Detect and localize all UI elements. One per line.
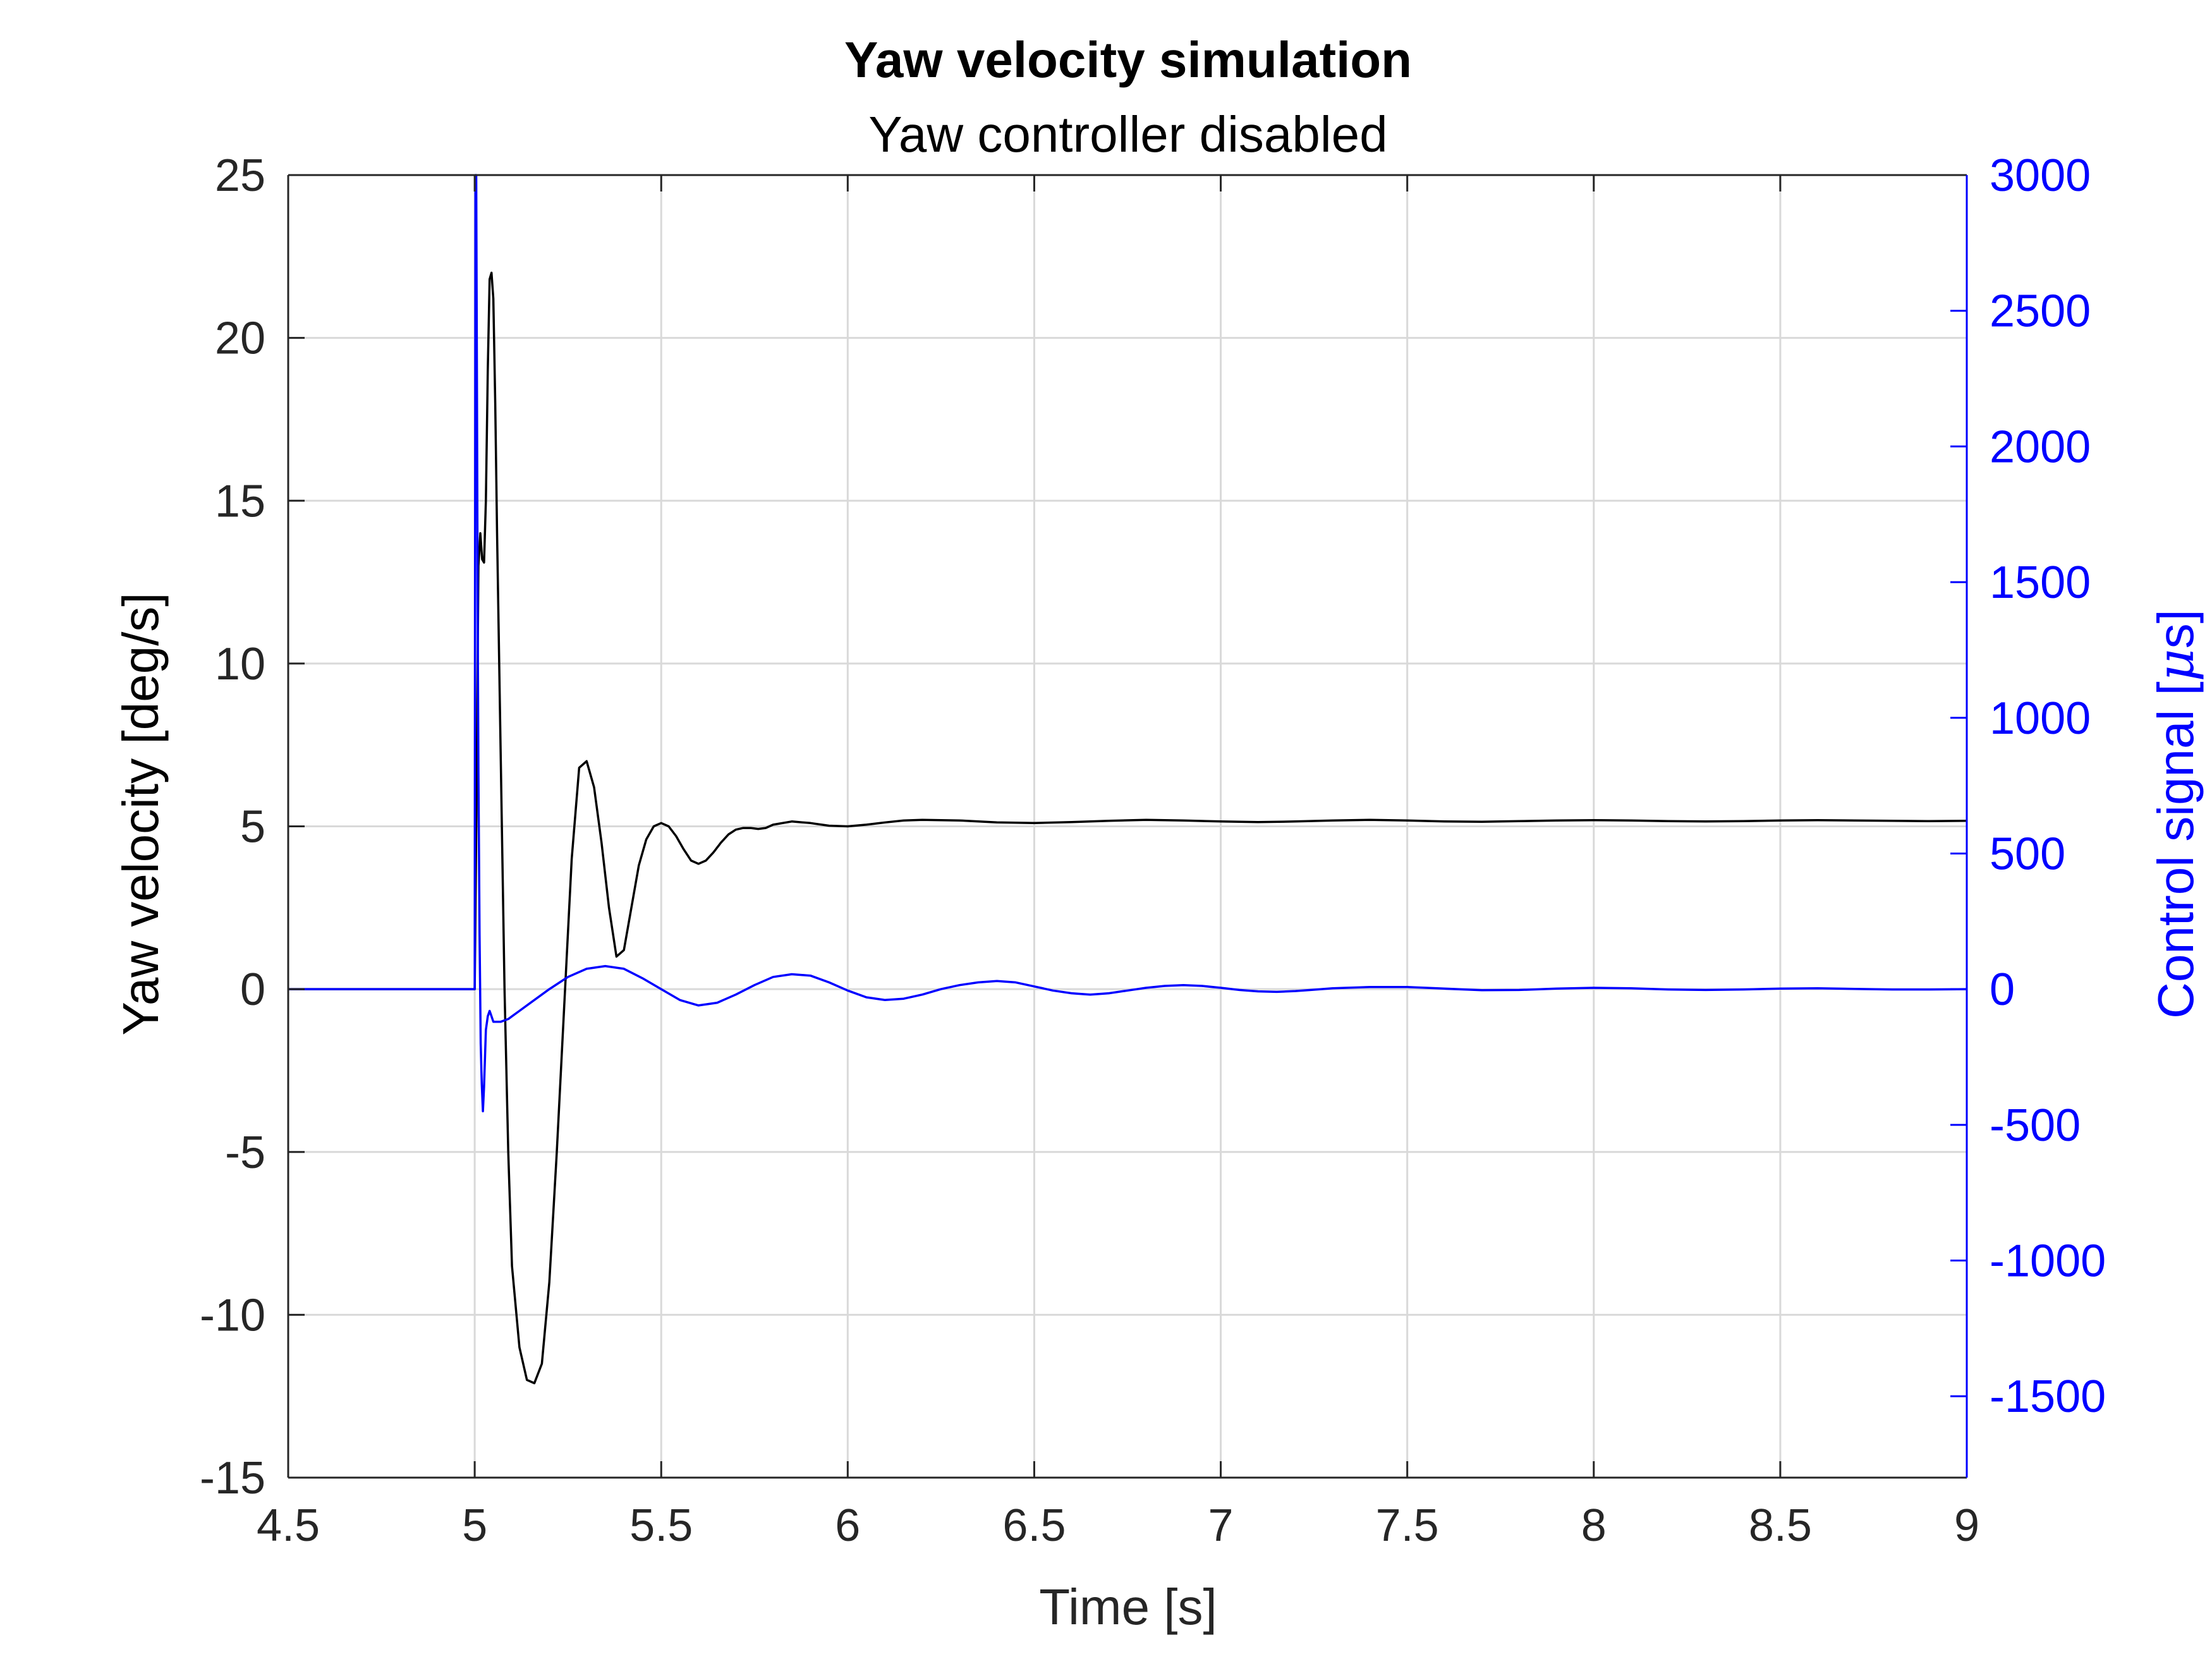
y-left-tick-label: -5 [225, 1127, 265, 1178]
x-tick-label: 4.5 [257, 1500, 320, 1551]
y-left-tick-label: 25 [215, 150, 265, 201]
y-left-tick-label: 0 [240, 964, 265, 1015]
y-right-tick-label: -1000 [1990, 1236, 2106, 1287]
y-right-tick-label: -1500 [1990, 1371, 2106, 1422]
y-left-tick-label: 15 [215, 476, 265, 526]
y-right-tick-label: 0 [1990, 964, 2015, 1015]
y-axis-right-label-suffix: s] [2148, 609, 2204, 648]
y-left-tick-label: -15 [200, 1453, 265, 1504]
y-right-tick-label: 500 [1990, 829, 2065, 879]
y-left-tick-label: 10 [215, 639, 265, 690]
series-line-yaw-velocity [288, 271, 1967, 1385]
chart-subtitle: Yaw controller disabled [868, 106, 1387, 162]
y-right-tick-label: 1000 [1990, 693, 2091, 744]
x-axis-label: Time [s] [1039, 1579, 1217, 1635]
y-right-tick-label: 2000 [1990, 422, 2091, 472]
x-tick-label: 8.5 [1749, 1500, 1812, 1551]
y-axis-right-label: Control signal [μs] [2146, 609, 2205, 1019]
y-left-tick-label: 5 [240, 802, 265, 853]
x-tick-label: 5 [462, 1500, 487, 1551]
y-right-tick-label: 2500 [1990, 286, 2091, 337]
y-right-tick-label: 3000 [1990, 150, 2091, 201]
series-line-control-signal [288, 174, 1967, 1113]
y-axis-right-label-prefix: Control signal [ [2148, 681, 2204, 1019]
x-tick-label: 5.5 [629, 1500, 693, 1551]
x-tick-label: 7 [1208, 1500, 1234, 1551]
y-left-tick-label: -10 [200, 1290, 265, 1340]
y-axis-left-label: Yaw velocity [deg/s] [112, 592, 169, 1035]
x-tick-label: 6 [835, 1500, 860, 1551]
x-tick-label: 8 [1581, 1500, 1607, 1551]
x-tick-label: 6.5 [1002, 1500, 1066, 1551]
chart-title: Yaw velocity simulation [844, 32, 1412, 88]
y-right-tick-label: 1500 [1990, 557, 2091, 608]
y-right-tick-label: -500 [1990, 1100, 2081, 1151]
y-axis-right-label-mu: μ [2146, 648, 2205, 681]
y-left-tick-label: 20 [215, 313, 265, 364]
x-tick-label: 7.5 [1376, 1500, 1439, 1551]
x-tick-label: 9 [1954, 1500, 1979, 1551]
tick-labels: 4.5 5 5.5 6 6.5 7 7.5 8 8.5 9 -15 -10 -5 0 5 10 15 20 25 -1… [200, 150, 2106, 1551]
axes [287, 174, 1968, 1479]
plot-area [288, 174, 1967, 1385]
